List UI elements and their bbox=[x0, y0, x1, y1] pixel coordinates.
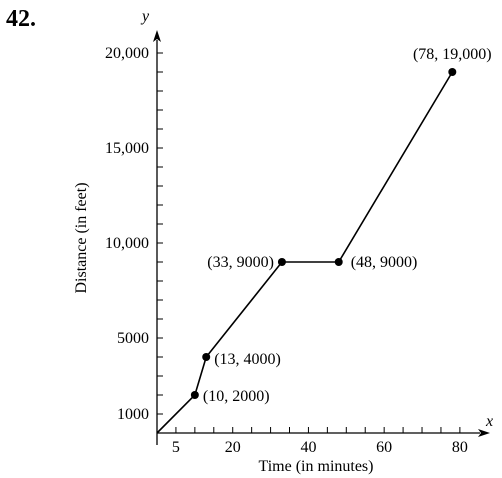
series bbox=[156, 68, 457, 434]
ticks bbox=[157, 52, 461, 433]
x-tick-label: 80 bbox=[452, 439, 468, 456]
y-axis-title: Distance (in feet) bbox=[73, 182, 90, 293]
x-axis-variable: x bbox=[485, 413, 493, 430]
y-tick-label: 1000 bbox=[117, 406, 149, 423]
x-tick-label: 20 bbox=[225, 439, 241, 456]
y-tick-label: 10,000 bbox=[105, 235, 149, 252]
y-axis-arrow bbox=[153, 30, 161, 42]
point-labels: (10, 2000) (13, 4000) (33, 9000) (48, 9000)… bbox=[203, 46, 492, 405]
x-tick-label: 60 bbox=[376, 439, 392, 456]
data-point bbox=[334, 258, 343, 266]
x-axis-arrow bbox=[478, 429, 490, 437]
problem-number: 42. bbox=[6, 6, 36, 32]
point-label: (10, 2000) bbox=[203, 388, 270, 405]
x-tick-label: 5 bbox=[172, 439, 180, 456]
x-tick-label: 40 bbox=[300, 439, 316, 456]
y-axis-variable: y bbox=[140, 8, 150, 25]
y-tick-label: 15,000 bbox=[105, 140, 149, 157]
point-label: (78, 19,000) bbox=[413, 46, 492, 63]
data-point bbox=[448, 68, 457, 76]
series-line bbox=[156, 71, 453, 434]
data-point bbox=[190, 391, 199, 399]
data-point bbox=[277, 258, 286, 266]
point-label: (13, 4000) bbox=[214, 351, 281, 368]
tick-labels: 5 20 40 60 80 1000 5000 10,000 15,000 20,000 bbox=[105, 45, 468, 456]
data-point bbox=[202, 353, 211, 361]
y-tick-label: 5000 bbox=[117, 330, 149, 347]
x-axis-title: Time (in minutes) bbox=[259, 458, 374, 475]
point-label: (48, 9000) bbox=[351, 254, 418, 271]
y-tick-label: 20,000 bbox=[105, 45, 149, 62]
point-label: (33, 9000) bbox=[207, 254, 274, 271]
